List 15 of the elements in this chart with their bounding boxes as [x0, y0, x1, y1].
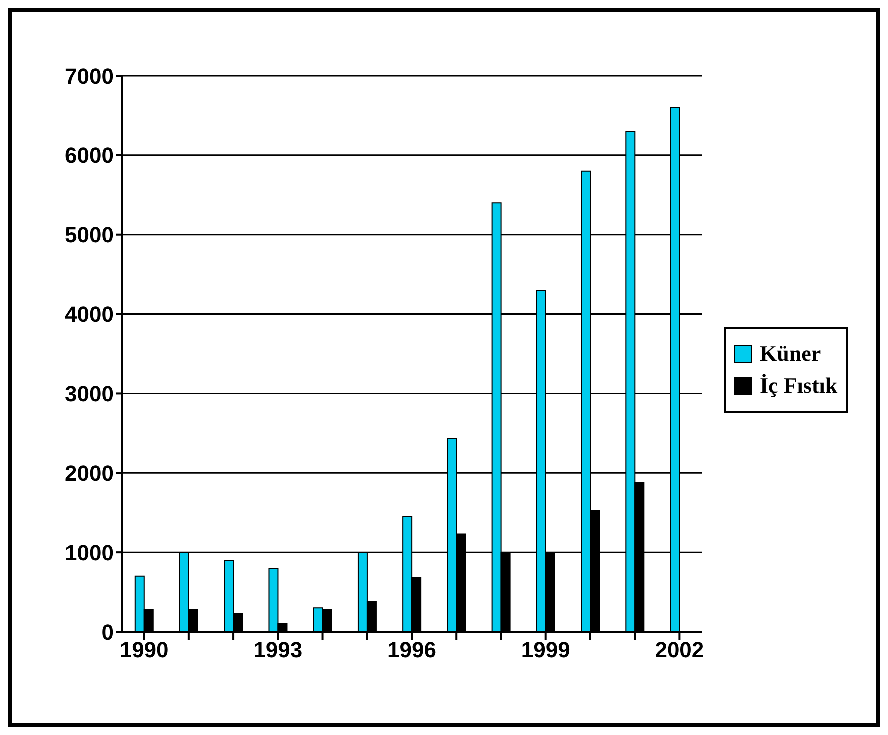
y-tick-label: 2000	[65, 460, 114, 486]
x-tick-label: 1993	[254, 638, 303, 663]
y-tick-label: 7000	[65, 64, 114, 89]
y-tick-label: 5000	[65, 222, 114, 248]
x-tick-label: 1990	[120, 638, 169, 663]
y-tick-label: 3000	[65, 382, 114, 407]
x-tick-label: 1999	[521, 638, 570, 663]
x-tick-label: 1996	[388, 638, 436, 663]
legend-label: İç Fıstık	[760, 373, 838, 399]
y-tick-label: 4000	[65, 302, 114, 328]
x-tick-label: 2002	[655, 638, 704, 663]
y-tick-label: 1000	[65, 540, 114, 566]
legend-label: Küner	[760, 341, 822, 367]
y-tick-label: 0	[102, 620, 114, 645]
y-tick-label: 6000	[65, 143, 114, 168]
